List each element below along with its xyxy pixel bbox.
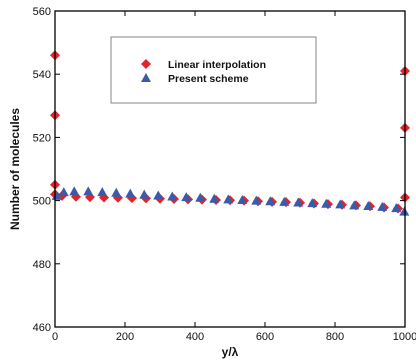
present-scheme-point bbox=[167, 191, 178, 201]
plot-frame bbox=[54, 10, 406, 328]
x-axis-title: y/λ bbox=[222, 345, 239, 359]
present-scheme-point bbox=[125, 188, 136, 198]
legend-marker-triangle bbox=[141, 73, 151, 82]
y-tick-label: 560 bbox=[33, 6, 51, 18]
present-scheme-point bbox=[307, 198, 318, 208]
present-scheme-point bbox=[399, 206, 410, 216]
y-tick-label: 540 bbox=[33, 69, 51, 81]
y-tick-label: 520 bbox=[33, 132, 51, 144]
legend-box bbox=[110, 36, 317, 104]
x-tick-label: 1000 bbox=[393, 331, 416, 343]
present-scheme-point bbox=[97, 187, 108, 197]
x-tick-label: 600 bbox=[256, 331, 274, 343]
present-scheme-point bbox=[51, 190, 62, 200]
present-scheme-point bbox=[335, 199, 346, 209]
present-scheme-point bbox=[279, 196, 290, 206]
present-scheme-point bbox=[265, 196, 276, 206]
present-scheme-point bbox=[195, 192, 206, 202]
present-scheme-point bbox=[237, 194, 248, 204]
present-scheme-point bbox=[153, 190, 164, 200]
present-scheme-point bbox=[293, 197, 304, 207]
present-scheme-point bbox=[111, 187, 122, 197]
present-scheme-point bbox=[251, 195, 262, 205]
series-present-scheme bbox=[51, 186, 410, 216]
present-scheme-point bbox=[377, 201, 388, 211]
present-scheme-point bbox=[363, 200, 374, 210]
present-scheme-point bbox=[349, 200, 360, 210]
legend: Linear interpolation Present scheme bbox=[110, 36, 317, 104]
present-scheme-point bbox=[391, 203, 402, 213]
y-axis-title: Number of molecules bbox=[8, 108, 22, 230]
legend-item-linear-interpolation: Linear interpolation bbox=[141, 59, 266, 71]
present-scheme-point bbox=[58, 187, 69, 197]
legend-item-present-scheme: Present scheme bbox=[141, 73, 249, 85]
present-scheme-point bbox=[181, 192, 192, 202]
legend-label: Present scheme bbox=[168, 73, 249, 85]
y-tick-label: 460 bbox=[33, 322, 51, 334]
legend-marker-diamond bbox=[141, 59, 151, 69]
present-scheme-point bbox=[321, 198, 332, 208]
present-scheme-point bbox=[83, 186, 94, 196]
ticks-layer: 0 200 400 600 800 1000 460 480 500 520 540 560 bbox=[33, 6, 416, 343]
x-tick-label: 0 bbox=[52, 331, 58, 343]
present-scheme-point bbox=[209, 193, 220, 203]
x-tick-label: 200 bbox=[116, 331, 134, 343]
legend-label: Linear interpolation bbox=[168, 59, 266, 71]
present-scheme-point bbox=[223, 194, 234, 204]
y-tick-label: 500 bbox=[33, 196, 51, 208]
x-tick-label: 800 bbox=[326, 331, 344, 343]
present-scheme-point bbox=[139, 189, 150, 199]
y-tick-label: 480 bbox=[33, 259, 51, 271]
x-tick-label: 400 bbox=[186, 331, 204, 343]
present-scheme-point bbox=[69, 186, 80, 196]
